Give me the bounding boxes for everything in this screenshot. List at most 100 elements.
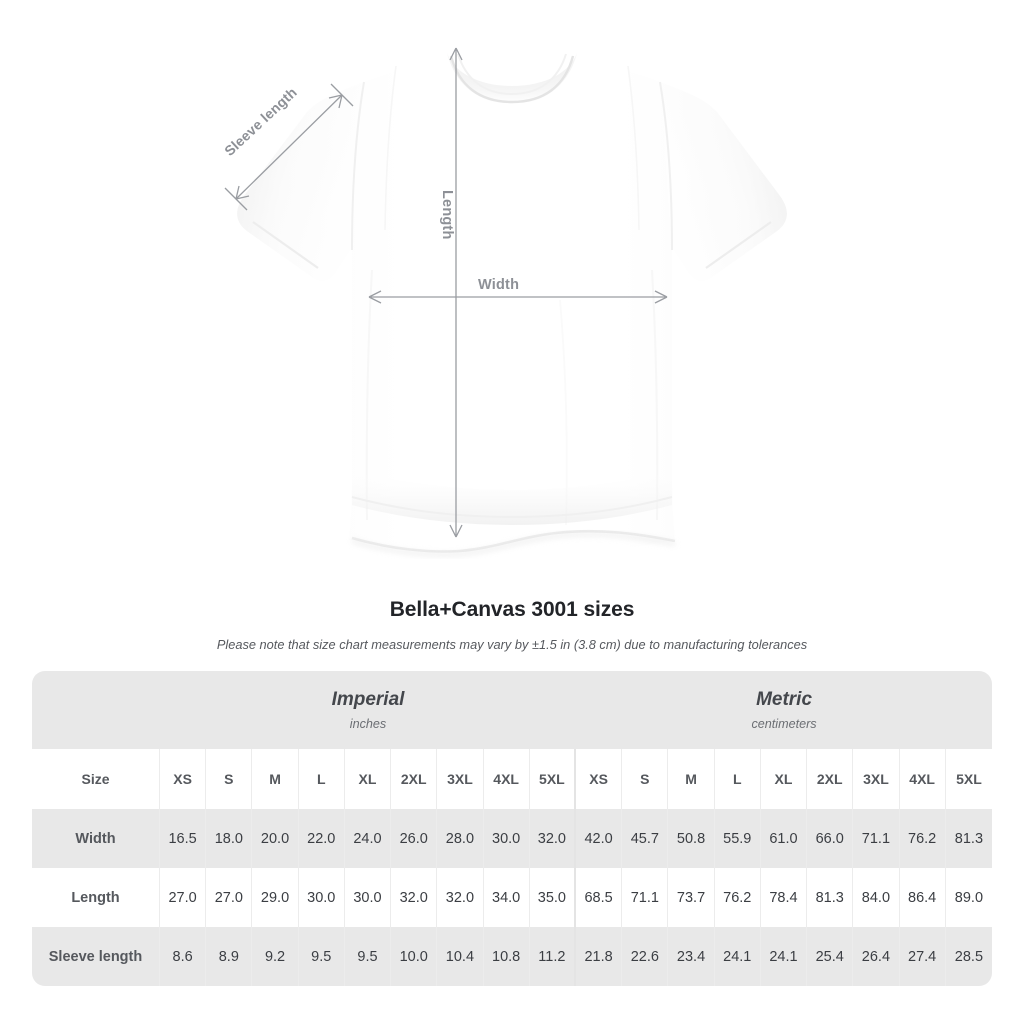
size-header-imperial-m: M	[252, 749, 299, 809]
cell-sleeve-length-imperial-s: 8.9	[206, 927, 253, 986]
sleeve-tick-start	[224, 187, 248, 211]
size-header-imperial-2xl: 2XL	[391, 749, 438, 809]
size-header-metric-2xl: 2XL	[807, 749, 854, 809]
right-cuff-seam	[705, 221, 772, 269]
system-unit: centimeters	[751, 716, 817, 731]
cell-width-imperial-3xl: 28.0	[437, 809, 484, 868]
collar-band	[447, 53, 577, 104]
system-unit: inches	[349, 716, 387, 731]
cell-width-metric-s: 45.7	[622, 809, 669, 868]
cell-width-metric-l: 55.9	[714, 809, 761, 868]
size-header-metric-xl: XL	[760, 749, 808, 809]
cell-sleeve-length-metric-3xl: 26.4	[853, 927, 900, 986]
size-header-metric-l: L	[714, 749, 761, 809]
sleeve-tick-end	[330, 83, 354, 107]
cell-sleeve-length-metric-s: 22.6	[622, 927, 669, 986]
left-sleeve-shade	[237, 82, 364, 281]
size-chart-table: Imperial inches Metric centimeters Size XS S M L…	[32, 671, 993, 986]
sleeve-arrowhead-start	[235, 185, 250, 200]
width-guide	[368, 290, 668, 304]
sleeve-arrowhead-end	[328, 94, 343, 109]
cell-length-imperial-5xl: 35.0	[529, 868, 576, 927]
cell-width-metric-5xl: 81.3	[945, 809, 993, 868]
cell-sleeve-length-imperial-xl: 9.5	[344, 927, 392, 986]
size-header-imperial-5xl: 5XL	[529, 749, 576, 809]
cell-length-imperial-3xl: 32.0	[437, 868, 484, 927]
width-arrowhead-right	[654, 290, 668, 304]
cell-width-imperial-s: 18.0	[206, 809, 253, 868]
cell-sleeve-length-imperial-3xl: 10.4	[437, 927, 484, 986]
cell-width-metric-m: 50.8	[668, 809, 715, 868]
row-label-length: Length	[32, 868, 160, 927]
cell-length-metric-s: 71.1	[622, 868, 669, 927]
cell-length-imperial-2xl: 32.0	[391, 868, 438, 927]
system-header-imperial: Imperial inches	[160, 671, 576, 749]
size-header-imperial-3xl: 3XL	[437, 749, 484, 809]
right-shoulder-fold	[627, 65, 640, 231]
width-label: Width	[478, 277, 520, 293]
tolerance-note: Please note that size chart measurements…	[216, 637, 808, 652]
system-header-spacer	[32, 671, 160, 749]
cell-sleeve-length-metric-l: 24.1	[714, 927, 761, 986]
right-armhole-seam	[659, 81, 673, 251]
system-header-row: Imperial inches Metric centimeters	[32, 671, 993, 749]
left-shoulder-fold	[384, 65, 397, 231]
cell-length-metric-3xl: 84.0	[853, 868, 900, 927]
length-arrowhead-bottom	[449, 524, 463, 538]
cell-length-imperial-s: 27.0	[206, 868, 253, 927]
shirt-body-group	[237, 41, 787, 557]
cell-width-metric-xl: 61.0	[760, 809, 808, 868]
cell-width-imperial-xl: 24.0	[344, 809, 392, 868]
cell-length-imperial-m: 29.0	[252, 868, 299, 927]
title-block: Bella+Canvas 3001 sizes Please note that…	[0, 598, 1024, 652]
cell-length-imperial-4xl: 34.0	[483, 868, 530, 927]
cell-length-metric-xl: 78.4	[760, 868, 808, 927]
cell-width-imperial-2xl: 26.0	[391, 809, 438, 868]
system-name: Metric	[756, 689, 813, 711]
hem-seam	[351, 496, 673, 519]
size-header-imperial-l: L	[298, 749, 345, 809]
system-header-metric: Metric centimeters	[576, 671, 993, 749]
size-header-metric-m: M	[668, 749, 715, 809]
cell-sleeve-length-imperial-2xl: 10.0	[391, 927, 438, 986]
hem-shadow	[351, 532, 676, 557]
cell-width-imperial-5xl: 32.0	[529, 809, 576, 868]
table-row: Sleeve length 8.6 8.9 9.2 9.5 9.5 10.0 10.4 10.8…	[32, 927, 993, 986]
size-header-imperial-4xl: 4XL	[483, 749, 530, 809]
size-header-metric-3xl: 3XL	[853, 749, 900, 809]
length-label: Length	[439, 190, 455, 240]
size-header-label: Size	[32, 749, 160, 809]
cell-length-metric-m: 73.7	[668, 868, 715, 927]
cell-sleeve-length-imperial-5xl: 11.2	[529, 927, 576, 986]
cell-length-metric-5xl: 89.0	[945, 868, 993, 927]
cell-sleeve-length-metric-4xl: 27.4	[899, 927, 946, 986]
length-arrowhead-top	[449, 47, 463, 61]
cell-length-imperial-xl: 30.0	[344, 868, 392, 927]
cell-length-metric-l: 76.2	[714, 868, 761, 927]
cell-sleeve-length-imperial-m: 9.2	[252, 927, 299, 986]
cell-width-metric-2xl: 66.0	[807, 809, 854, 868]
collar-inner-edge	[457, 53, 567, 96]
cell-sleeve-length-metric-xs: 21.8	[576, 927, 623, 986]
cell-width-metric-3xl: 71.1	[853, 809, 900, 868]
tshirt-svg	[224, 41, 787, 557]
size-header-imperial-xl: XL	[344, 749, 392, 809]
right-sleeve-shade	[660, 82, 787, 281]
cell-length-metric-4xl: 86.4	[899, 868, 946, 927]
cell-width-imperial-xs: 16.5	[160, 809, 207, 868]
measurement-guides	[224, 47, 668, 538]
cell-sleeve-length-metric-m: 23.4	[668, 927, 715, 986]
sleeve-length-guide	[224, 83, 354, 211]
hem-bottom-edge	[351, 529, 676, 553]
cell-length-metric-2xl: 81.3	[807, 868, 854, 927]
size-header-metric-xs: XS	[576, 749, 623, 809]
cell-width-imperial-m: 20.0	[252, 809, 299, 868]
length-guide	[449, 47, 463, 538]
sleeve-length-line	[235, 94, 343, 200]
size-header-metric-s: S	[622, 749, 669, 809]
cell-sleeve-length-metric-2xl: 25.4	[807, 927, 854, 986]
cell-sleeve-length-imperial-4xl: 10.8	[483, 927, 530, 986]
system-name: Imperial	[331, 689, 405, 711]
cell-length-imperial-xs: 27.0	[160, 868, 207, 927]
cell-width-imperial-l: 22.0	[298, 809, 345, 868]
